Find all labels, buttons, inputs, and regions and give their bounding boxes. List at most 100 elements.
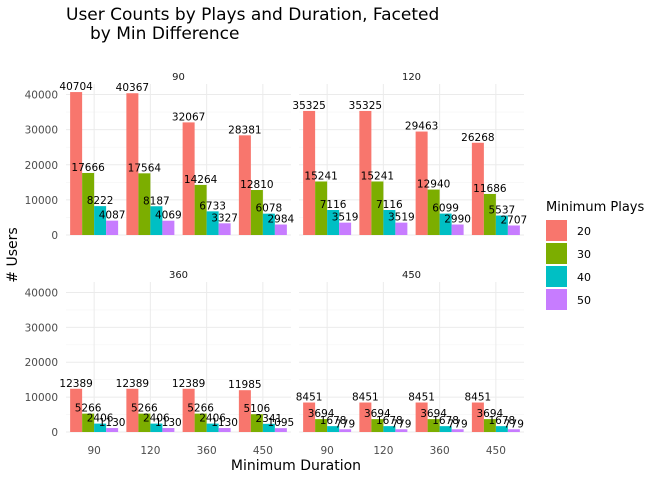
bar xyxy=(138,173,151,235)
bar xyxy=(327,210,340,235)
bar-value-label: 5266 xyxy=(75,403,102,415)
bar xyxy=(94,423,107,432)
bar-value-label: 3519 xyxy=(332,212,359,224)
bar-value-label: 3694 xyxy=(364,408,391,420)
bar-value-label: 3327 xyxy=(211,212,238,224)
bar xyxy=(415,402,428,432)
bar-value-label: 15241 xyxy=(361,170,394,182)
bar-value-label: 29463 xyxy=(405,121,438,133)
bar xyxy=(194,184,207,235)
legend-label: 20 xyxy=(577,225,591,238)
bar xyxy=(218,428,231,432)
facet-strip-label: 90 xyxy=(172,72,185,83)
bar xyxy=(126,388,139,432)
bar-value-label: 5106 xyxy=(244,403,271,415)
bar-value-label: 3519 xyxy=(388,212,415,224)
y-tick-label: 0 xyxy=(51,230,58,242)
facet-strip-label: 360 xyxy=(169,270,188,281)
bar-value-label: 12389 xyxy=(116,378,149,390)
bar-value-label: 779 xyxy=(504,418,524,430)
bar-value-label: 1130 xyxy=(155,417,182,429)
bar-value-label: 11985 xyxy=(228,379,261,391)
bar-value-label: 40367 xyxy=(116,82,149,94)
bar-value-label: 779 xyxy=(335,418,355,430)
x-tick-label: 120 xyxy=(373,445,393,457)
bar xyxy=(395,429,408,432)
bar xyxy=(150,206,163,235)
bar-value-label: 7116 xyxy=(376,199,403,211)
bar xyxy=(82,413,95,432)
bar-value-label: 11686 xyxy=(473,183,507,195)
x-tick-label: 90 xyxy=(320,445,333,457)
y-tick-label: 20000 xyxy=(25,357,58,369)
bar-value-label: 1678 xyxy=(432,415,459,427)
bar-value-label: 1678 xyxy=(376,415,403,427)
bar xyxy=(451,224,464,235)
bar xyxy=(206,423,219,432)
bar xyxy=(471,402,484,432)
bar xyxy=(339,429,352,432)
bar-value-label: 2406 xyxy=(87,413,114,425)
bar-value-label: 8451 xyxy=(465,392,492,404)
bar xyxy=(218,223,231,235)
bar xyxy=(238,135,251,235)
bar xyxy=(315,419,328,432)
legend-label: 30 xyxy=(577,248,591,261)
legend-title: Minimum Plays xyxy=(546,200,644,215)
legend-swatch xyxy=(546,243,567,264)
bar xyxy=(106,220,119,235)
y-tick-label: 0 xyxy=(51,427,58,439)
bar xyxy=(250,190,263,235)
bar-value-label: 12389 xyxy=(59,378,92,390)
bar xyxy=(359,110,372,235)
legend-label: 40 xyxy=(577,271,591,284)
bar-value-label: 4087 xyxy=(99,210,126,222)
y-tick-label: 40000 xyxy=(25,287,58,299)
bar xyxy=(359,402,372,432)
bar xyxy=(182,388,195,432)
chart-title-line2: by Min Difference xyxy=(90,24,239,44)
bar-value-label: 12389 xyxy=(172,378,205,390)
bar-value-label: 6733 xyxy=(199,200,226,212)
legend-swatch xyxy=(546,220,567,241)
bar xyxy=(495,426,508,432)
bar-value-label: 1095 xyxy=(268,417,295,429)
bar xyxy=(150,423,163,432)
bar xyxy=(427,419,440,432)
bar-value-label: 8451 xyxy=(408,392,435,404)
bar xyxy=(82,172,95,235)
bar xyxy=(94,206,107,235)
y-tick-label: 10000 xyxy=(25,195,58,207)
x-tick-label: 360 xyxy=(197,445,217,457)
bar xyxy=(371,181,384,235)
y-tick-label: 20000 xyxy=(25,160,58,172)
bar xyxy=(439,426,452,432)
bar-value-label: 3694 xyxy=(477,408,504,420)
bar xyxy=(339,222,352,235)
legend-label: 50 xyxy=(577,294,591,307)
bar xyxy=(182,122,195,235)
bar xyxy=(70,388,83,432)
bar xyxy=(483,193,496,235)
bar-value-label: 32067 xyxy=(172,111,205,123)
bar xyxy=(238,390,251,432)
bar-value-label: 1130 xyxy=(211,417,238,429)
facet-strip-label: 450 xyxy=(402,270,421,281)
bar-value-label: 15241 xyxy=(304,170,337,182)
bar xyxy=(138,413,151,432)
bar-value-label: 14264 xyxy=(184,174,218,186)
chart-title-line1: User Counts by Plays and Duration, Facet… xyxy=(66,5,439,25)
y-tick-label: 40000 xyxy=(25,90,58,102)
bar xyxy=(194,413,207,432)
bar-value-label: 8451 xyxy=(352,392,379,404)
bar xyxy=(162,428,175,432)
bar-value-label: 2707 xyxy=(501,214,528,226)
x-tick-label: 90 xyxy=(87,445,100,457)
bar xyxy=(415,131,428,235)
bar-value-label: 8222 xyxy=(87,195,114,207)
facet-panel-360: 360 0 10000 20000 30000 40000 90 120 360 450 12389… xyxy=(25,270,295,457)
bar-value-label: 3694 xyxy=(308,408,335,420)
bar xyxy=(315,181,328,235)
bar-value-label: 779 xyxy=(391,418,411,430)
